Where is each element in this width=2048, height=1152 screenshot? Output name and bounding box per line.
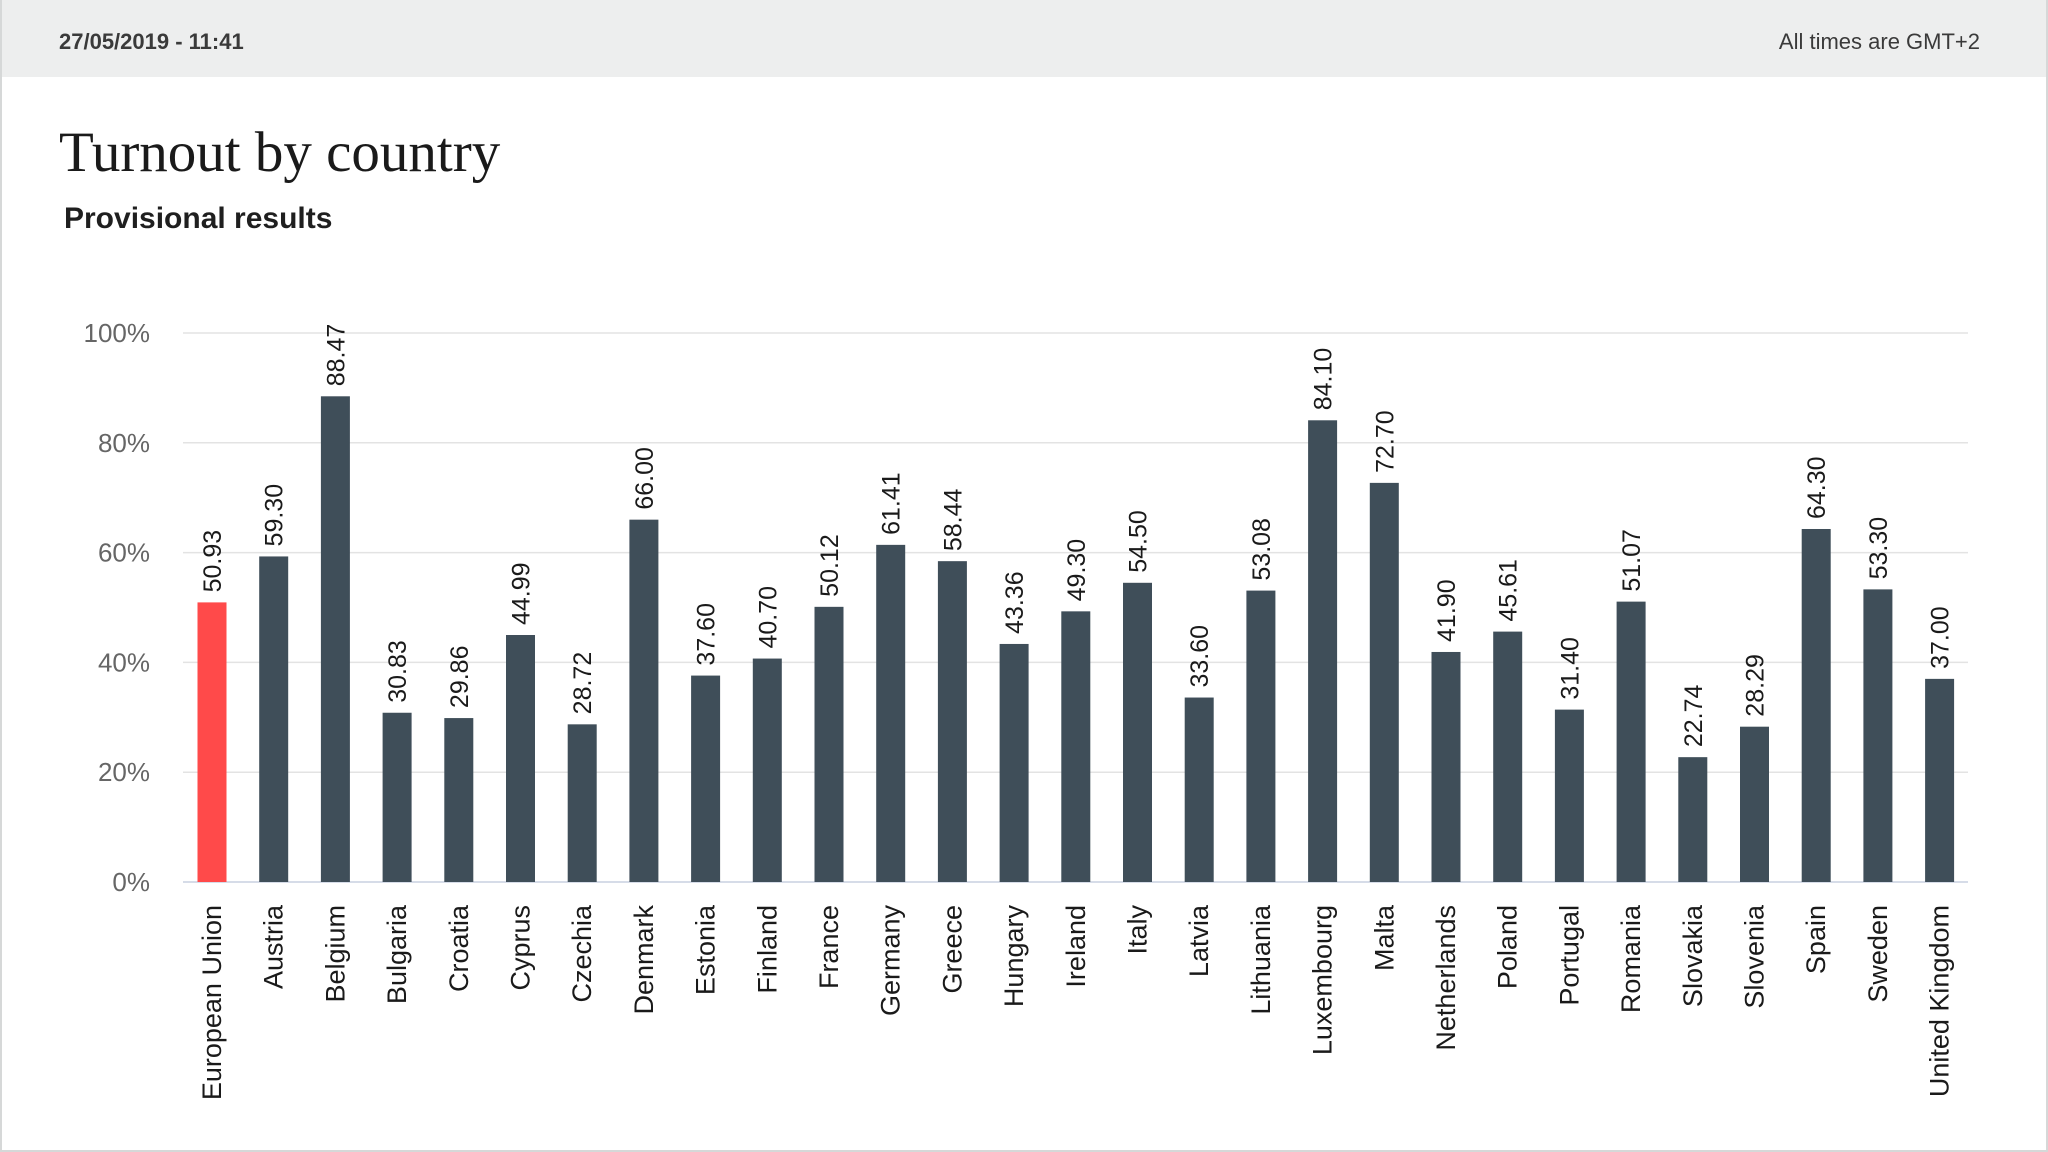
x-tick-label: Latvia: [1184, 904, 1214, 977]
data-label: 44.99: [508, 562, 536, 625]
data-label: 37.60: [693, 603, 721, 666]
bar: [1863, 589, 1893, 882]
data-label: 72.70: [1371, 410, 1399, 473]
x-tick-label: Luxembourg: [1308, 905, 1338, 1055]
bar: [1246, 590, 1276, 882]
data-label: 45.61: [1495, 559, 1523, 622]
bar: [1308, 420, 1338, 882]
x-tick-label: Lithuania: [1246, 904, 1276, 1015]
bar: [1678, 757, 1708, 882]
data-label: 31.40: [1556, 637, 1584, 700]
y-tick-label: 60%: [98, 538, 150, 568]
y-tick-label: 100%: [84, 318, 151, 348]
x-tick-label: Austria: [259, 904, 289, 989]
x-tick-label: Slovakia: [1678, 904, 1708, 1007]
data-label: 43.36: [1001, 571, 1029, 634]
chart-title: Turnout by country: [59, 121, 501, 184]
data-label: 53.08: [1248, 518, 1276, 581]
data-label: 64.30: [1803, 456, 1831, 519]
x-tick-label: Slovenia: [1740, 904, 1770, 1009]
data-label: 66.00: [631, 447, 659, 510]
x-tick-label: Finland: [752, 905, 782, 994]
bar: [320, 396, 350, 882]
data-label: 51.07: [1618, 529, 1646, 592]
bar: [691, 675, 721, 882]
bar: [1801, 528, 1831, 882]
data-label: 28.72: [569, 652, 597, 715]
x-tick-label: Italy: [1123, 905, 1153, 955]
data-label: 58.44: [939, 489, 967, 552]
bar: [1184, 697, 1214, 882]
data-label: 53.30: [1865, 517, 1893, 580]
data-label: 33.60: [1186, 625, 1214, 688]
x-tick-label: Hungary: [999, 905, 1029, 1008]
data-label: 50.93: [199, 530, 227, 593]
data-label: 61.41: [878, 472, 906, 535]
x-tick-label: Sweden: [1863, 905, 1893, 1003]
x-tick-label: Germany: [876, 905, 906, 1017]
data-label: 49.30: [1063, 539, 1091, 602]
data-label: 54.50: [1125, 510, 1153, 573]
x-tick-label: Poland: [1493, 905, 1523, 989]
bar: [1740, 726, 1769, 882]
bar: [1925, 678, 1955, 882]
bar: [197, 602, 227, 882]
x-tick-label: Portugal: [1554, 905, 1584, 1006]
data-label: 37.00: [1927, 606, 1955, 669]
bar: [567, 724, 597, 882]
bar: [1369, 482, 1399, 882]
data-label: 84.10: [1310, 348, 1338, 411]
x-tick-label: Estonia: [691, 904, 721, 995]
bar: [1061, 611, 1091, 882]
x-tick-label: Croatia: [444, 904, 474, 992]
y-tick-label: 20%: [98, 757, 150, 787]
x-tick-label: Bulgaria: [382, 904, 412, 1004]
data-label: 59.30: [261, 484, 289, 547]
bar: [506, 635, 535, 882]
bar: [937, 561, 967, 882]
bar: [1431, 651, 1461, 882]
x-tick-label: Czechia: [567, 904, 597, 1003]
x-tick-label: Greece: [937, 905, 967, 994]
bar: [999, 643, 1029, 882]
x-tick-label: Spain: [1801, 905, 1831, 974]
y-tick-label: 0%: [112, 867, 150, 897]
bar: [1123, 582, 1152, 882]
data-label: 41.90: [1433, 579, 1461, 642]
x-tick-label: European Union: [197, 905, 227, 1100]
x-tick-label: France: [814, 905, 844, 989]
bar: [1493, 631, 1523, 882]
x-tick-label: Ireland: [1061, 905, 1091, 988]
bar: [876, 544, 906, 882]
data-label: 88.47: [322, 324, 350, 387]
data-label: 40.70: [754, 586, 782, 649]
bar: [444, 718, 474, 882]
bar: [1554, 709, 1584, 882]
top-bar: 27/05/2019 - 11:41 All times are GMT+2: [2, 0, 2046, 77]
data-label: 50.12: [816, 534, 844, 597]
bar: [259, 556, 289, 882]
timezone-note: All times are GMT+2: [1778, 29, 1980, 54]
x-tick-label: Romania: [1616, 904, 1646, 1013]
timestamp: 27/05/2019 - 11:41: [59, 29, 244, 54]
x-tick-label: Denmark: [629, 905, 659, 1015]
chart-subtitle: Provisional results: [64, 202, 333, 235]
data-label: 29.86: [446, 646, 474, 709]
bar: [752, 658, 782, 882]
bar: [814, 606, 844, 882]
x-tick-label: United Kingdom: [1925, 905, 1955, 1097]
data-label: 28.29: [1742, 654, 1770, 717]
x-tick-label: Malta: [1369, 904, 1399, 971]
bar: [629, 519, 659, 882]
x-tick-label: Netherlands: [1431, 905, 1461, 1051]
data-label: 30.83: [384, 640, 412, 703]
bar: [382, 712, 412, 882]
x-tick-label: Belgium: [320, 905, 350, 1003]
data-label: 22.74: [1680, 685, 1708, 748]
x-tick-label: Cyprus: [506, 905, 536, 991]
y-tick-label: 40%: [98, 647, 150, 677]
bar: [1616, 601, 1646, 882]
y-tick-label: 80%: [98, 428, 150, 458]
